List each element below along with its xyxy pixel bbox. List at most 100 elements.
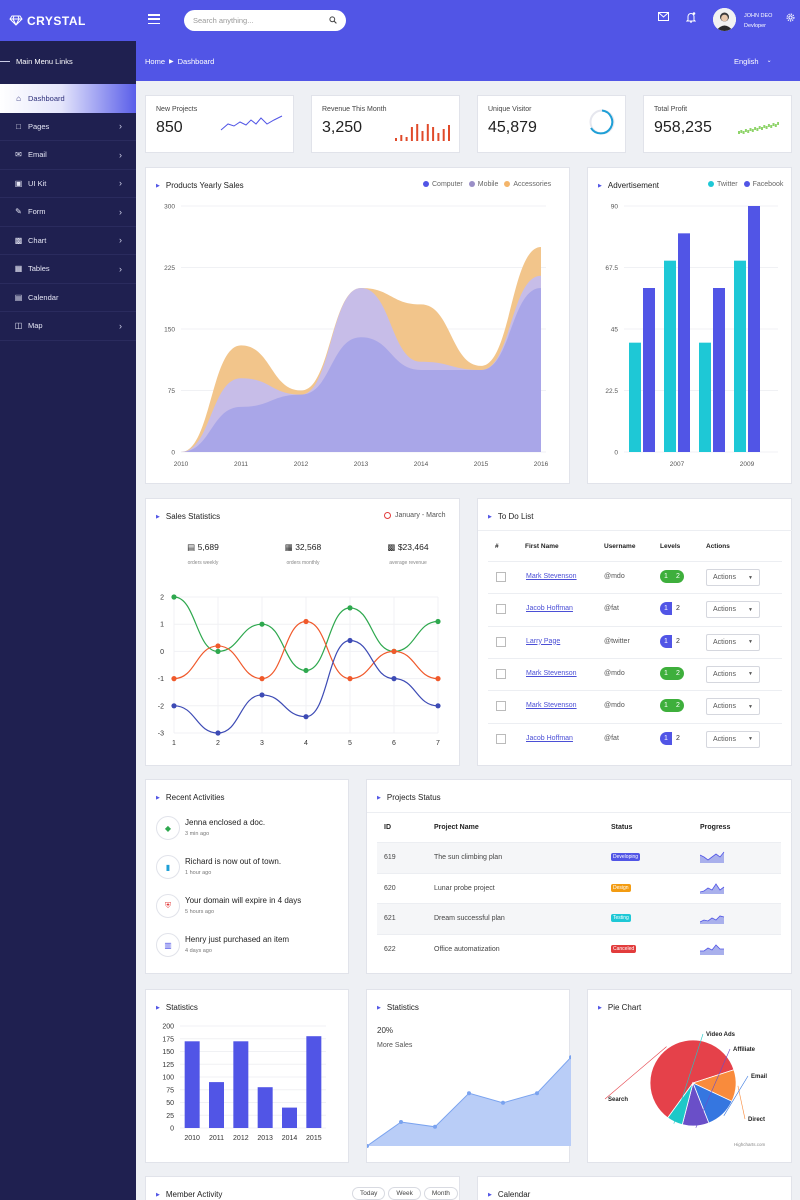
activity-item[interactable]: ▮ Richard is now out of town. 1 hour ago	[156, 852, 346, 891]
bell-icon[interactable]	[685, 12, 697, 26]
tab-month[interactable]: Month	[423, 1187, 458, 1200]
first-name-link[interactable]: Mark Stevenson	[526, 573, 577, 580]
brand-logo[interactable]: CRYSTAL	[0, 0, 136, 41]
envelope-icon: ✉	[15, 150, 22, 160]
row-checkbox[interactable]	[496, 701, 506, 712]
table-row: Mark Stevenson @mdo 1 2 Actions ▼	[488, 690, 782, 722]
activity-item[interactable]: ⛨ Your domain will expire in 4 days 5 ho…	[156, 891, 346, 930]
sidebar-item-calendar[interactable]: ▤ Calendar	[0, 284, 136, 312]
x-tick-label: 2012	[294, 461, 309, 468]
first-name-link[interactable]: Jacob Hoffman	[526, 734, 573, 742]
actions-dropdown[interactable]: Actions ▼	[706, 730, 760, 748]
actions-dropdown[interactable]: Actions ▼	[706, 569, 760, 586]
sparkline-bar	[437, 133, 440, 141]
breadcrumb-home[interactable]: Home	[145, 57, 166, 66]
y-tick-label: 0	[171, 450, 175, 457]
period-selector[interactable]: January - March	[384, 512, 446, 519]
stat-value: 45,879	[488, 119, 537, 136]
line-point	[347, 637, 353, 644]
caret-icon: ▶	[598, 182, 602, 189]
row-checkbox[interactable]	[496, 604, 506, 615]
sparkline-bar	[448, 125, 450, 141]
sparkline-step	[765, 126, 768, 129]
hamburger-menu-icon[interactable]	[148, 14, 160, 24]
chart-credit[interactable]: Highcharts.com	[734, 1142, 766, 1147]
sidebar-item-chart[interactable]: ▩ Chart ›	[0, 227, 136, 255]
row-checkbox[interactable]	[496, 733, 506, 744]
language-label[interactable]: English	[734, 57, 759, 66]
calendar-icon: ▤	[14, 292, 23, 302]
search-icon[interactable]	[329, 15, 337, 26]
sidebar-item-map[interactable]: ◫ Map ›	[0, 312, 136, 341]
sidebar-item-dashboard[interactable]: ⌂ Dashboard	[0, 84, 136, 113]
row-checkbox[interactable]	[496, 572, 506, 582]
breadcrumb-current: Dashboard	[177, 57, 215, 66]
first-name-link[interactable]: Mark Stevenson	[526, 702, 577, 710]
activity-item[interactable]: ▥ Henry just purchased an item 4 days ag…	[156, 930, 346, 969]
tab-today[interactable]: Today	[352, 1187, 386, 1200]
sidebar-item-label: UI Kit	[28, 178, 47, 188]
bar-twitter	[629, 342, 641, 452]
sidebar-item-form[interactable]: ✎ Form ›	[0, 198, 136, 227]
pie-slice	[649, 1039, 735, 1119]
legend-computer[interactable]: Computer	[423, 181, 463, 188]
row-checkbox[interactable]	[496, 668, 506, 679]
sidebar-item-email[interactable]: ✉ Email ›	[0, 141, 136, 170]
activity-item[interactable]: ◆ Jenna enclosed a doc. 3 min ago	[156, 813, 346, 852]
brand-name: CRYSTAL	[27, 13, 86, 28]
y-tick-label: 100	[162, 1075, 174, 1082]
sales-line-chart: 2 1 0 -1 -2 -3 1 2 3 4 5 6 7	[158, 594, 441, 747]
caret-icon: ▶	[377, 794, 381, 801]
actions-dropdown[interactable]: Actions ▼	[706, 633, 760, 651]
first-name-link[interactable]: Mark Stevenson	[526, 669, 577, 677]
area-point	[569, 1055, 571, 1060]
actions-dropdown[interactable]: Actions ▼	[706, 601, 760, 619]
sparkline-bar	[400, 135, 403, 141]
sparkline-fill	[700, 883, 724, 894]
progress-sparkline	[700, 851, 725, 863]
bar	[233, 1041, 249, 1128]
pie-chart-card: ▶ Pie Chart Search Direct Email Affiliate Vid…	[587, 989, 792, 1163]
table-row: Jacob Hoffman @fat 1 2 Actions ▼	[488, 593, 782, 625]
first-name-link[interactable]: Jacob Hoffman	[526, 605, 573, 613]
level-badge: 1 2	[660, 699, 684, 713]
diamond-logo-icon	[9, 15, 23, 26]
sidebar-item-tables[interactable]: ▦ Tables ›	[0, 255, 136, 284]
search-bar[interactable]	[184, 10, 346, 31]
chevron-right-icon: ›	[119, 178, 122, 189]
sidebar-item-pages[interactable]: □ Pages ›	[0, 113, 136, 141]
user-avatar[interactable]	[713, 8, 736, 31]
area-point	[367, 1144, 369, 1148]
pie-label: Direct	[748, 1117, 765, 1123]
pie-label: Video Ads	[706, 1032, 736, 1038]
y-tick-label: 2	[160, 595, 164, 602]
gear-icon[interactable]	[786, 13, 795, 24]
legend-facebook[interactable]: Facebook	[743, 181, 783, 188]
line-point	[435, 618, 441, 625]
level-badge: 1 2	[660, 570, 684, 583]
legend-mobile[interactable]: Mobile	[468, 181, 498, 188]
chevron-down-icon[interactable]: ⌄	[766, 58, 772, 64]
first-name-link[interactable]: Larry Page	[526, 637, 561, 645]
caret-icon: ▶	[488, 513, 492, 520]
search-input[interactable]	[193, 16, 329, 25]
row-checkbox[interactable]	[496, 636, 506, 647]
actions-dropdown[interactable]: Actions ▼	[706, 665, 760, 683]
status-badge: Design	[611, 883, 631, 892]
table-row: 620 Lunar probe project Design	[377, 872, 781, 904]
user-name[interactable]: JOHN DEO	[744, 13, 773, 19]
legend-accessories[interactable]: Accessories	[504, 181, 551, 188]
breadcrumb-separator-icon: ▶	[169, 59, 174, 65]
envelope-icon[interactable]	[658, 12, 669, 24]
caret-down-icon: ▼	[748, 574, 753, 581]
x-tick-label: 2014	[414, 461, 429, 468]
legend-twitter[interactable]: Twitter	[708, 181, 738, 188]
y-tick-label: 75	[168, 388, 176, 395]
status-badge: Developing	[611, 853, 641, 861]
table-row: Larry Page @twitter 1 2 Actions ▼	[488, 625, 782, 658]
actions-dropdown[interactable]: Actions ▼	[706, 698, 760, 716]
language-select[interactable]: English ⌄	[734, 57, 772, 66]
sidebar-item-ui-kit[interactable]: ▣ UI Kit ›	[0, 170, 136, 198]
tab-week[interactable]: Week	[388, 1187, 421, 1200]
stat-value: 958,235	[654, 119, 712, 136]
